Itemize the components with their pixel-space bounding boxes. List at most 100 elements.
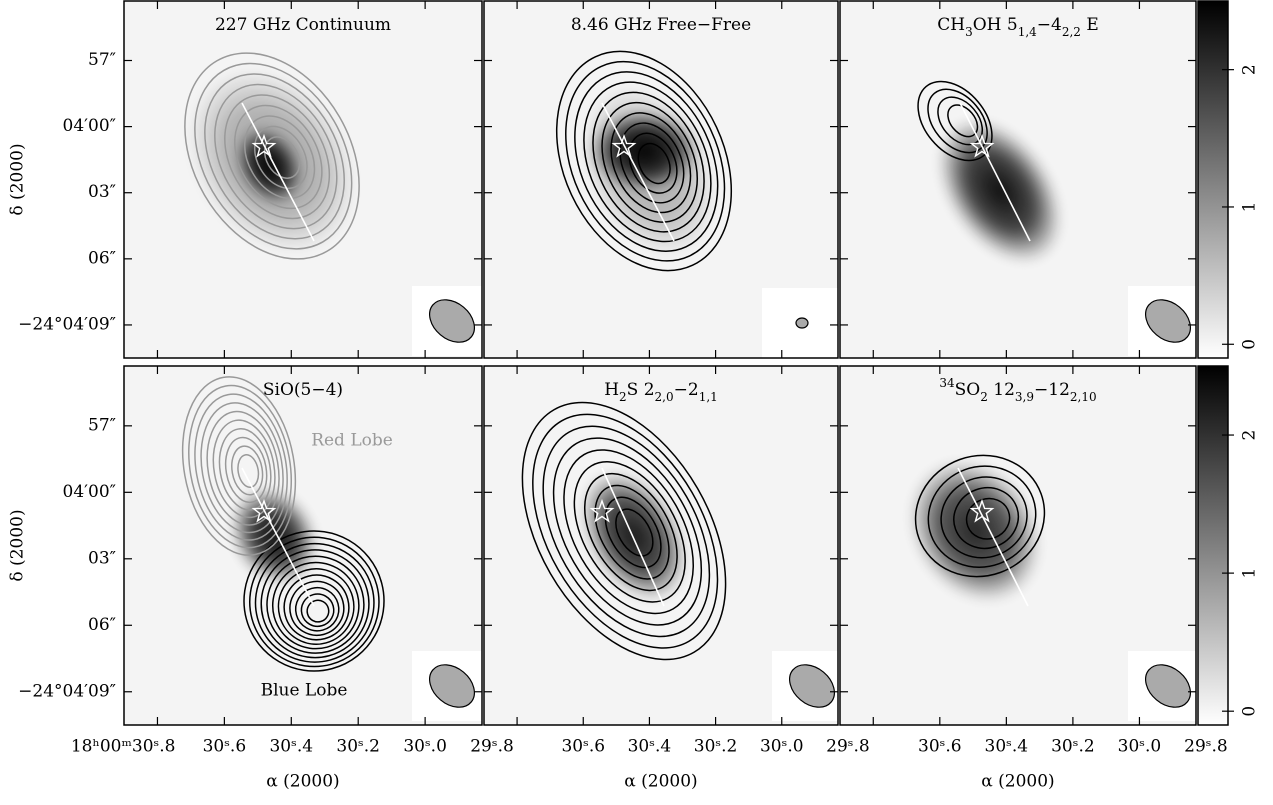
contour: [237, 454, 260, 488]
star-marker: [969, 498, 995, 523]
x-tick-label: 30ˢ.2: [336, 737, 380, 757]
contour: [260, 549, 370, 659]
title-part: 2: [619, 390, 627, 404]
contour: [542, 425, 711, 638]
panel-frame: [123, 365, 483, 726]
panel-title: CH3OH 51,4−42,2 E: [937, 15, 1099, 39]
contour: [573, 461, 686, 603]
contour: [300, 593, 335, 628]
contour: [277, 568, 355, 645]
contour: [914, 454, 1046, 578]
contour: [927, 88, 988, 154]
contour: [574, 71, 719, 252]
panel-frame: [123, 0, 483, 359]
colorbar-tick-label: 0: [1240, 339, 1260, 350]
contour: [214, 83, 338, 230]
contour: [532, 413, 719, 649]
y-tick-label: 06″: [88, 248, 116, 268]
annotation: Red Lobe: [311, 431, 393, 451]
panel-frame: [483, 0, 839, 359]
emission: [938, 119, 1062, 263]
x-tick-label: 30ˢ.0: [760, 737, 804, 757]
contour: [243, 530, 385, 672]
x-tick-label: 30ˢ.6: [561, 737, 605, 757]
colorbar-tick-label: 2: [1240, 430, 1260, 441]
panel-title: 34SO2 123,9−122,10: [939, 376, 1096, 404]
emission: [581, 471, 687, 601]
beam: [1145, 299, 1191, 343]
contour: [521, 401, 727, 661]
contour: [224, 94, 331, 220]
star-marker: [611, 133, 637, 158]
title-part: 3,9: [1015, 390, 1034, 404]
contour: [927, 465, 1037, 568]
title-part: OH 5: [973, 15, 1018, 35]
y-axis-label: δ (2000): [8, 143, 28, 215]
contour: [206, 410, 280, 526]
title-part: 2: [980, 390, 988, 404]
title-part: −2: [674, 380, 699, 400]
contour: [563, 449, 694, 615]
star-marker: [589, 498, 615, 523]
x-tick-label: 29ˢ.8: [1184, 737, 1228, 757]
title-part: SiO(5−4): [263, 380, 343, 400]
title-part: 2,10: [1070, 390, 1097, 404]
panel-title: H2S 22,0−21,1: [604, 380, 718, 404]
title-part: 8.46 GHz Free−Free: [571, 15, 751, 35]
x-tick-label: 30ˢ.4: [628, 737, 672, 757]
contour: [628, 132, 678, 194]
contour: [610, 112, 692, 214]
contour: [194, 62, 353, 250]
x-axis-label: α (2000): [981, 772, 1054, 792]
title-part: H: [604, 380, 619, 400]
outflow-axis: [601, 102, 675, 242]
contour: [583, 472, 678, 592]
contour: [184, 52, 360, 260]
title-part: 1,4: [1018, 25, 1037, 39]
x-axis-label: α (2000): [266, 772, 339, 792]
contour: [248, 536, 380, 668]
contour: [212, 419, 276, 519]
title-part: 1,1: [699, 390, 718, 404]
annotation: Blue Lobe: [261, 681, 348, 701]
x-tick-label: 30ˢ.6: [918, 737, 962, 757]
contour: [244, 115, 316, 200]
outflow-axis: [241, 467, 315, 607]
contour: [917, 80, 993, 162]
title-part: −4: [1037, 15, 1062, 35]
title-part: 227 GHz Continuum: [215, 15, 391, 35]
contour: [947, 104, 979, 138]
contour: [637, 142, 671, 185]
contour: [234, 104, 323, 210]
contour: [552, 437, 703, 626]
outflow-axis: [957, 467, 1029, 607]
title-part: SO: [955, 380, 981, 400]
contour: [604, 496, 662, 569]
contour: [601, 101, 699, 223]
x-tick-label: 30ˢ.2: [694, 737, 738, 757]
beam: [795, 317, 809, 329]
beam: [429, 299, 475, 343]
contour: [965, 497, 1011, 540]
title-part: 3: [965, 25, 973, 39]
panel: [124, 1, 482, 358]
x-tick-label: 30ˢ.0: [1118, 737, 1162, 757]
x-tick-label: 18ʰ00ᵐ30ˢ.8: [71, 737, 176, 757]
star-marker: [251, 133, 277, 158]
contour: [953, 486, 1020, 550]
contour: [204, 73, 345, 240]
contour: [266, 555, 365, 654]
title-part: CH: [937, 15, 965, 35]
contour: [306, 599, 330, 623]
contour: [231, 445, 264, 496]
panel: [124, 366, 482, 725]
panel-title: SiO(5−4): [263, 380, 343, 400]
y-tick-label: −24°04′09″: [18, 681, 116, 701]
star-marker: [969, 133, 995, 158]
x-tick-label: 30ˢ.0: [403, 737, 447, 757]
contour: [619, 122, 685, 204]
title-part: E: [1081, 15, 1099, 35]
contour: [194, 393, 288, 541]
contour: [271, 561, 360, 650]
contour: [181, 376, 297, 556]
